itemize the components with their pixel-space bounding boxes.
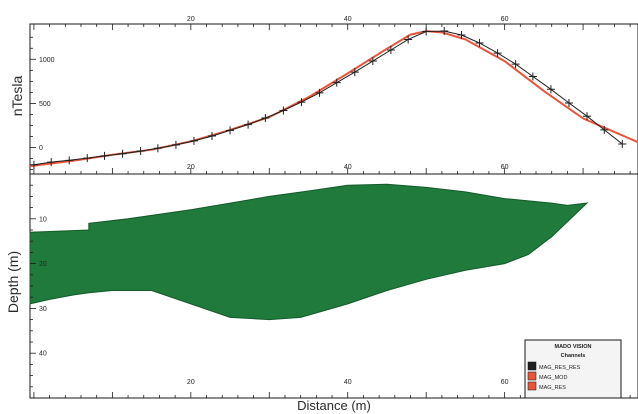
observed-data-point [171,140,180,149]
observed-data-point [475,38,484,47]
observed-data-point [440,27,449,36]
observed-data-point [583,112,592,121]
observed-data-point [315,88,324,97]
observed-data-point [511,60,520,69]
legend-item-label: MAG_MOD [539,375,567,381]
section-y-tick-label: 20 [39,261,47,268]
observed-data-point [600,125,609,134]
observed-data-line [33,30,623,166]
profile-axis-tick-labels: 20 20 40 40 60 60 0 500 1000 [39,16,509,171]
section-x-tick-label: 20 [187,379,195,386]
legend: MADO VISION Channels MAG_RES_RES MAG_MOD… [524,339,622,399]
profile-y-tick-label: 0 [39,145,43,152]
observed-data-point [226,126,235,135]
model-body-polygon[interactable] [29,183,589,321]
observed-data-point [546,85,555,94]
section-y-axis-label: Depth (m) [5,251,21,313]
profile-x-tick-label-top: 60 [501,16,509,23]
legend-swatch-mag-res [527,381,537,391]
legend-title: MADO VISION [555,344,592,350]
profile-panel: 20 20 40 40 60 60 0 500 1000 nTesla [9,16,638,175]
observed-data-point [386,46,395,55]
x-axis-label: Distance (m) [297,398,371,413]
legend-subtitle: Channels [561,353,586,359]
observed-data-point [47,158,56,167]
observed-data-point [422,27,431,36]
observed-data-point [332,78,341,87]
observed-data-point [350,68,359,77]
section-panel: 20 40 60 10 20 30 40 Depth (m) Distance (m) MA… [5,173,638,413]
observed-data-markers [29,27,627,169]
observed-data-point [457,31,466,40]
section-axis-tick-labels: 20 40 60 10 20 30 40 [39,216,509,386]
section-y-tick-label: 10 [39,216,47,223]
observed-data-point [368,57,377,66]
observed-data-point [65,156,74,165]
observed-data-point [261,113,270,122]
profile-y-tick-label: 1000 [39,57,55,64]
observed-data-point [100,151,109,160]
observed-data-point [189,136,198,145]
observed-data-point [297,98,306,107]
observed-data-point [528,72,537,81]
legend-swatch-mag-res-res [527,361,537,371]
legend-item-label: MAG_RES_RES [539,365,581,371]
observed-data-point [279,106,288,115]
observed-data-point [404,35,413,44]
observed-data-point [244,120,253,129]
observed-data-point [564,98,573,107]
section-axis-ticks [30,173,631,399]
legend-box [524,339,622,399]
section-x-tick-label: 40 [344,379,352,386]
profile-x-tick-label-inner: 60 [501,164,509,171]
profile-x-tick-label-inner: 20 [187,164,195,171]
observed-data-point [618,140,627,148]
observed-data-point [153,144,162,153]
profile-x-tick-label-top: 20 [187,16,195,23]
section-y-tick-label: 30 [39,306,47,313]
observed-data-point [83,154,92,163]
observed-data-point [118,149,127,158]
profile-y-axis-label: nTesla [9,76,25,117]
profile-x-tick-label-top: 40 [344,16,352,23]
legend-swatch-mag-mod [527,371,537,381]
observed-data-point [208,132,217,141]
legend-item-label: MAG_RES [539,385,566,391]
profile-y-tick-label: 500 [39,101,51,108]
profile-x-tick-label-inner: 40 [344,164,352,171]
observed-data-point [493,49,502,58]
section-x-tick-label: 60 [501,379,509,386]
section-y-tick-label: 40 [39,351,47,358]
observed-data-point [136,147,145,156]
observed-data-point [29,160,38,169]
